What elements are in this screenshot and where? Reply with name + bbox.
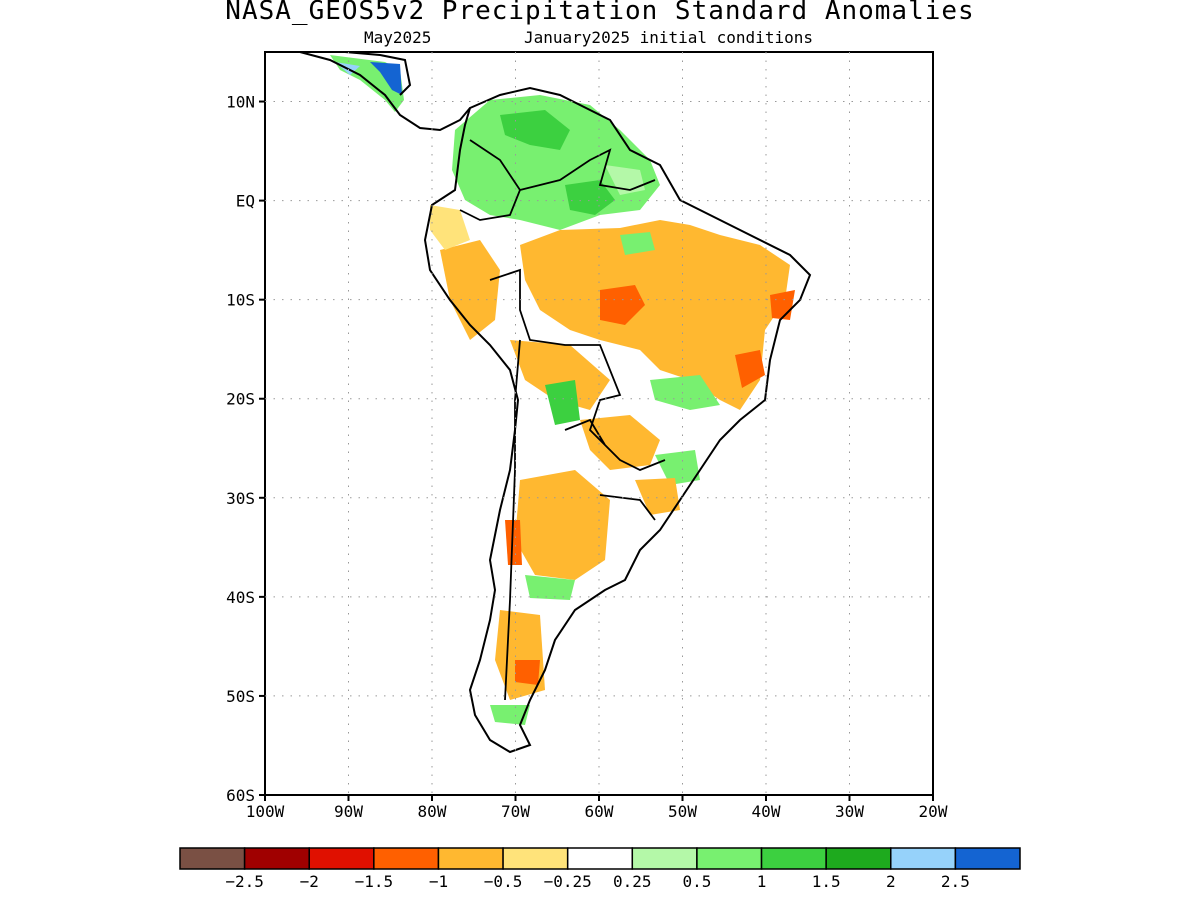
gridlines xyxy=(265,52,933,795)
colorbar-label: 0.5 xyxy=(682,872,711,891)
central-america-strong-anomaly xyxy=(370,62,402,95)
lon-tick-label: 60W xyxy=(585,802,614,821)
bolivia-dry-anomaly xyxy=(510,340,610,410)
colorbar-swatch xyxy=(954,847,1021,870)
colorbar-swatch xyxy=(631,847,698,870)
colorbar-label: −1.5 xyxy=(355,872,394,891)
colorbar-swatch xyxy=(437,847,504,870)
patagonia-moderate-dry-anomaly xyxy=(515,660,540,685)
bolivia-wet-anomaly xyxy=(545,380,580,425)
lon-tick-label: 70W xyxy=(501,802,530,821)
peru-dry-anomaly xyxy=(440,240,500,340)
colorbar-swatch xyxy=(373,847,440,870)
colorbar-swatch xyxy=(179,847,246,870)
north-green-anomaly xyxy=(452,95,660,230)
ecuador-dry-anomaly xyxy=(430,205,470,250)
lon-tick-label: 30W xyxy=(835,802,864,821)
colorbar-label: −1 xyxy=(429,872,448,891)
colorbar-swatch xyxy=(696,847,763,870)
se-brazil-wet-anomaly xyxy=(655,450,700,485)
colorbar-label: −2 xyxy=(300,872,319,891)
colorbar-swatch xyxy=(502,847,569,870)
lat-tick-label: 30S xyxy=(226,489,255,508)
brazil-moderate-dry-anomaly xyxy=(600,285,645,325)
tierra-del-fuego-wet-anomaly xyxy=(490,705,530,725)
forecast-month: May2025 xyxy=(364,28,432,47)
colorbar-swatch xyxy=(308,847,375,870)
colorbar-label: 1 xyxy=(757,872,767,891)
initial-conditions: January2025 initial conditions xyxy=(524,28,813,47)
central-brazil-green xyxy=(650,375,720,410)
chile-moderate-dry-anomaly xyxy=(505,520,522,565)
colorbar-label: 2 xyxy=(886,872,896,891)
central-america-coastline xyxy=(299,51,471,132)
colorbar-label: −0.25 xyxy=(544,872,592,891)
lon-tick-label: 100W xyxy=(246,802,285,821)
country-borders xyxy=(459,139,666,701)
lat-tick-label: 20S xyxy=(226,390,255,409)
lat-tick-label: 60S xyxy=(226,786,255,805)
colorbar-label: 1.5 xyxy=(812,872,841,891)
colorbar-label: 0.25 xyxy=(613,872,652,891)
lat-tick-label: 40S xyxy=(226,588,255,607)
coastlines xyxy=(299,51,812,754)
guyana-dark-green-anomaly xyxy=(565,180,615,215)
colorbar-label: −2.5 xyxy=(225,872,264,891)
central-america-coastline-north xyxy=(344,51,412,96)
colorbar: −2.5 −2 −1.5 −1 −0.5 −0.25 0.25 0.5 1 1.5 2 2.5 xyxy=(179,847,1021,891)
lat-tick-label: 10S xyxy=(226,291,255,310)
lat-tick-label: 10N xyxy=(226,93,255,112)
colorbar-swatch xyxy=(243,847,310,870)
brazil-dry-anomaly xyxy=(520,220,790,410)
colorbar-swatch xyxy=(760,847,827,870)
brazil-moderate-dry-anomaly-2 xyxy=(735,350,765,388)
colorbar-label: −0.5 xyxy=(484,872,523,891)
map-title: NASA_GEOS5v2 Precipitation Standard Anom… xyxy=(225,0,975,26)
lat-tick-label: 50S xyxy=(226,687,255,706)
lat-tick-label: EQ xyxy=(236,192,255,211)
amazon-wet-patch xyxy=(620,232,655,255)
north-dark-green-anomaly xyxy=(500,110,570,150)
lon-tick-label: 80W xyxy=(418,802,447,821)
lon-tick-label: 20W xyxy=(919,802,948,821)
south-america-coastline xyxy=(423,86,812,754)
colorbar-swatch xyxy=(825,847,892,870)
uruguay-dry-anomaly xyxy=(635,478,680,515)
patagonia-wet-anomaly xyxy=(525,575,575,600)
paraguay-dry-anomaly xyxy=(580,415,660,470)
lon-tick-label: 90W xyxy=(334,802,363,821)
colorbar-swatch xyxy=(566,847,634,870)
lon-tick-label: 40W xyxy=(752,802,781,821)
brazil-moderate-dry-anomaly-3 xyxy=(770,290,795,320)
anomaly-field xyxy=(330,55,795,725)
lon-tick-label: 50W xyxy=(668,802,697,821)
argentina-dry-anomaly xyxy=(515,470,610,580)
colorbar-label: 2.5 xyxy=(941,872,970,891)
colorbar-swatch xyxy=(890,847,957,870)
